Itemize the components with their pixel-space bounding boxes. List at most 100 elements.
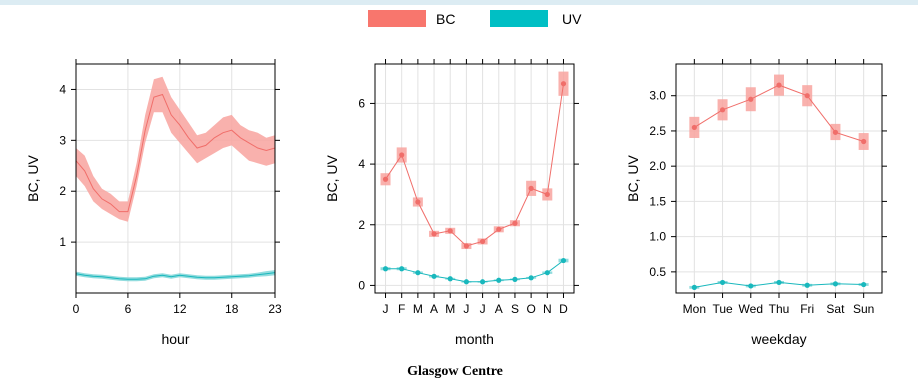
- point-uv: [431, 273, 437, 279]
- point-uv: [748, 283, 754, 289]
- series-line-bc: [385, 83, 564, 247]
- x-tick-label: N: [543, 302, 552, 316]
- figure-caption: Glasgow Centre: [407, 364, 503, 379]
- x-tick-label: Fri: [800, 302, 814, 316]
- y-tick-label: 1.0: [649, 230, 666, 244]
- point-bc: [479, 238, 486, 245]
- point-uv: [399, 266, 405, 272]
- x-axis-title: month: [455, 331, 494, 347]
- point-uv: [479, 279, 486, 285]
- point-uv: [512, 276, 518, 282]
- y-tick-label: 2.5: [649, 124, 666, 138]
- point-uv: [776, 279, 782, 286]
- x-tick-label: A: [495, 302, 503, 316]
- point-bc: [512, 220, 518, 226]
- x-tick-label: 0: [73, 302, 80, 316]
- x-tick-label: 18: [225, 302, 239, 316]
- point-uv: [719, 279, 726, 286]
- y-tick-label: 2.0: [649, 159, 666, 173]
- x-tick-label: Wed: [739, 302, 763, 316]
- point-uv: [804, 282, 810, 288]
- plot-frame: [75, 63, 276, 294]
- point-uv: [382, 266, 389, 272]
- point-bc: [748, 96, 754, 102]
- x-axis-title: weekday: [750, 331, 806, 347]
- point-uv: [861, 281, 867, 288]
- x-tick-label: M: [445, 302, 455, 316]
- point-bc: [804, 93, 810, 99]
- x-tick-label: J: [463, 302, 469, 316]
- legend-swatch-uv: [490, 10, 548, 27]
- x-tick-label: D: [559, 302, 568, 316]
- point-bc: [719, 107, 726, 113]
- y-axis-title: BC, UV: [625, 155, 641, 202]
- point-uv: [691, 284, 697, 290]
- y-tick-label: 2: [59, 184, 66, 198]
- point-bc: [832, 129, 839, 135]
- point-bc: [560, 81, 567, 87]
- point-bc: [691, 124, 697, 131]
- legend-label-bc: BC: [436, 11, 455, 27]
- top-accent-bar: [0, 0, 918, 5]
- point-bc: [861, 138, 867, 145]
- y-tick-label: 1: [59, 235, 66, 249]
- point-bc: [463, 243, 470, 249]
- band-bc: [76, 76, 275, 222]
- point-bc: [399, 152, 405, 158]
- point-uv: [496, 277, 502, 283]
- x-tick-label: Sat: [826, 302, 845, 316]
- y-tick-label: 4: [358, 157, 365, 171]
- point-uv: [463, 279, 470, 285]
- x-tick-label: Sun: [853, 302, 874, 316]
- panel-weekday: Mon Tue Wed Thu Fri Sat Sun 0.5 1.0 1.5 2.0 2.5 3.0 w…: [625, 59, 887, 347]
- x-tick-label: O: [526, 302, 535, 316]
- point-uv: [560, 257, 567, 264]
- x-tick-label: A: [430, 302, 438, 316]
- y-tick-label: 2: [358, 218, 365, 232]
- series-line-uv: [75, 272, 276, 280]
- point-uv: [447, 276, 453, 282]
- series-line-bc: [75, 93, 276, 213]
- x-tick-label: J: [480, 302, 486, 316]
- x-axis-title: hour: [161, 331, 189, 347]
- plot-frame: [374, 63, 575, 294]
- y-axis-title: BC, UV: [25, 155, 41, 202]
- y-tick-label: 6: [358, 96, 365, 110]
- point-uv: [528, 275, 534, 281]
- y-axis-title: BC, UV: [324, 155, 340, 202]
- x-tick-label: 23: [268, 302, 282, 316]
- y-tick-label: 3.0: [649, 89, 666, 103]
- x-tick-label: S: [511, 302, 519, 316]
- point-uv: [832, 281, 839, 287]
- y-tick-label: 4: [59, 82, 66, 96]
- legend-label-uv: UV: [562, 11, 582, 27]
- legend: BC UV: [368, 10, 582, 27]
- x-tick-label: Tue: [712, 302, 733, 316]
- y-tick-label: 3: [59, 133, 66, 147]
- legend-swatch-bc: [368, 10, 426, 27]
- point-uv: [415, 270, 421, 276]
- y-tick-label: 0: [358, 278, 365, 292]
- x-tick-label: M: [413, 302, 423, 316]
- x-tick-label: F: [398, 302, 405, 316]
- point-bc: [544, 191, 550, 198]
- x-tick-label: J: [383, 302, 389, 316]
- x-tick-label: 12: [173, 302, 187, 316]
- point-bc: [431, 231, 437, 237]
- point-bc: [528, 185, 534, 191]
- point-uv: [544, 270, 550, 276]
- point-bc: [447, 228, 453, 234]
- point-bc: [496, 226, 502, 232]
- y-tick-label: 0.5: [649, 265, 666, 279]
- point-bc: [415, 199, 421, 205]
- x-tick-label: Mon: [683, 302, 706, 316]
- point-bc: [382, 176, 389, 182]
- y-tick-label: 1.5: [649, 194, 666, 208]
- point-bc: [776, 82, 782, 88]
- x-tick-label: Thu: [769, 302, 790, 316]
- x-tick-label: 6: [125, 302, 132, 316]
- series-line-uv: [385, 260, 564, 283]
